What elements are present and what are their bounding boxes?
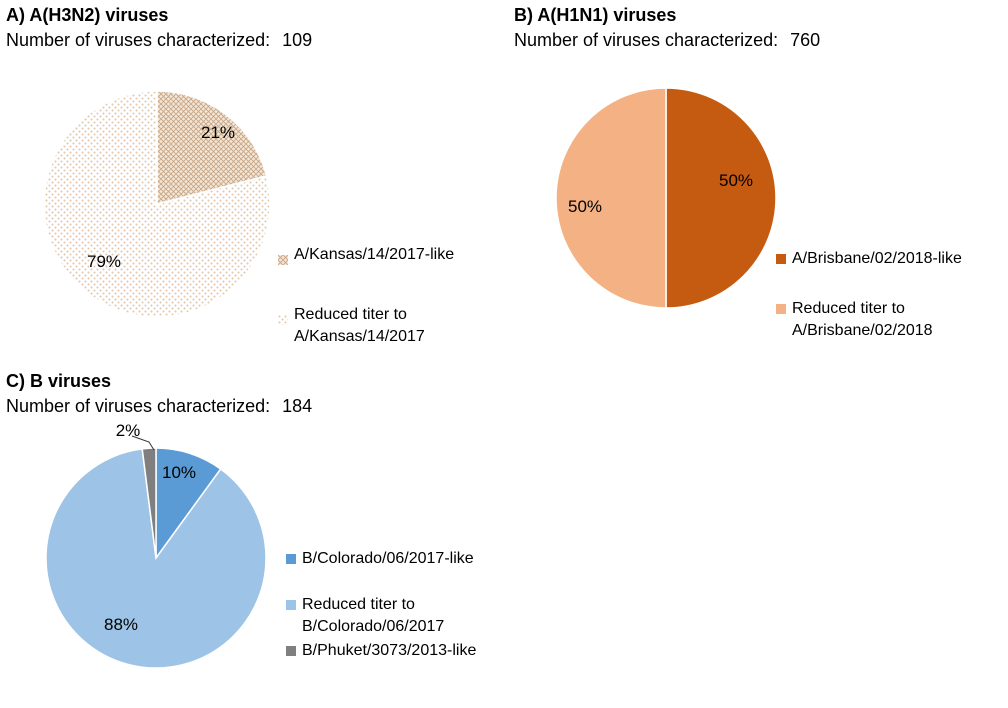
data-label: 79% [87,252,121,271]
pie-slice [665,87,777,309]
count-value: 184 [282,396,313,416]
panel-h3n2: A) A(H3N2) viruses Number of viruses cha… [6,4,496,345]
legend-swatch [286,646,296,656]
pie-chart-h3n2: 21% 79% [43,90,271,318]
data-label: 10% [162,463,196,482]
data-label: 2% [116,421,141,440]
count-label: Number of viruses characterized: [6,396,271,416]
panel-title: C) B viruses [6,371,112,391]
count-line: Number of viruses characterized: 760 [514,29,820,51]
panel-title: B) A(H1N1) viruses [514,5,677,25]
legend-swatch [776,304,786,314]
count-value: 760 [790,30,821,50]
legend-label: B/Colorado/06/2017-like [302,550,474,567]
leader-line [131,435,155,451]
data-label: 50% [568,197,602,216]
legend-swatch [278,310,288,325]
legend-label: Reduced titer to A/Brisbane/02/2018 [792,300,933,339]
legend-label: A/Kansas/14/2017-like [294,246,455,263]
legend-label: Reduced titer to B/Colorado/06/2017 [302,596,445,635]
pie-slice [156,90,268,205]
pie-chart-b: 10% 88% 2% [45,421,267,669]
legend-label: A/Brisbane/02/2018-like [792,250,962,267]
data-label: 88% [104,615,138,634]
panel-title: A) A(H3N2) viruses [6,5,169,25]
panel-h1n1: B) A(H1N1) viruses Number of viruses cha… [514,4,1004,344]
panel-b-viruses: C) B viruses Number of viruses character… [6,370,496,705]
count-label: Number of viruses characterized: [514,30,779,50]
legend-label: Reduced titer to A/Kansas/14/2017 [294,306,425,345]
legend-swatch [776,254,786,264]
data-label: 50% [719,171,753,190]
pie-slice [43,90,271,318]
count-line: Number of viruses characterized: 109 [6,29,312,51]
pie-chart-h1n1: 50% 50% [555,87,777,309]
legend-swatch [286,554,296,564]
legend-swatch [278,250,288,265]
pie-slice [45,448,267,669]
pie-slice [141,447,157,559]
legend-swatch [286,600,296,610]
count-label: Number of viruses characterized: [6,30,271,50]
pie-slice [555,87,667,309]
legend-label: B/Phuket/3073/2013-like [302,642,477,659]
data-label: 21% [201,123,235,142]
count-value: 109 [282,30,313,50]
count-line: Number of viruses characterized: 184 [6,395,312,417]
